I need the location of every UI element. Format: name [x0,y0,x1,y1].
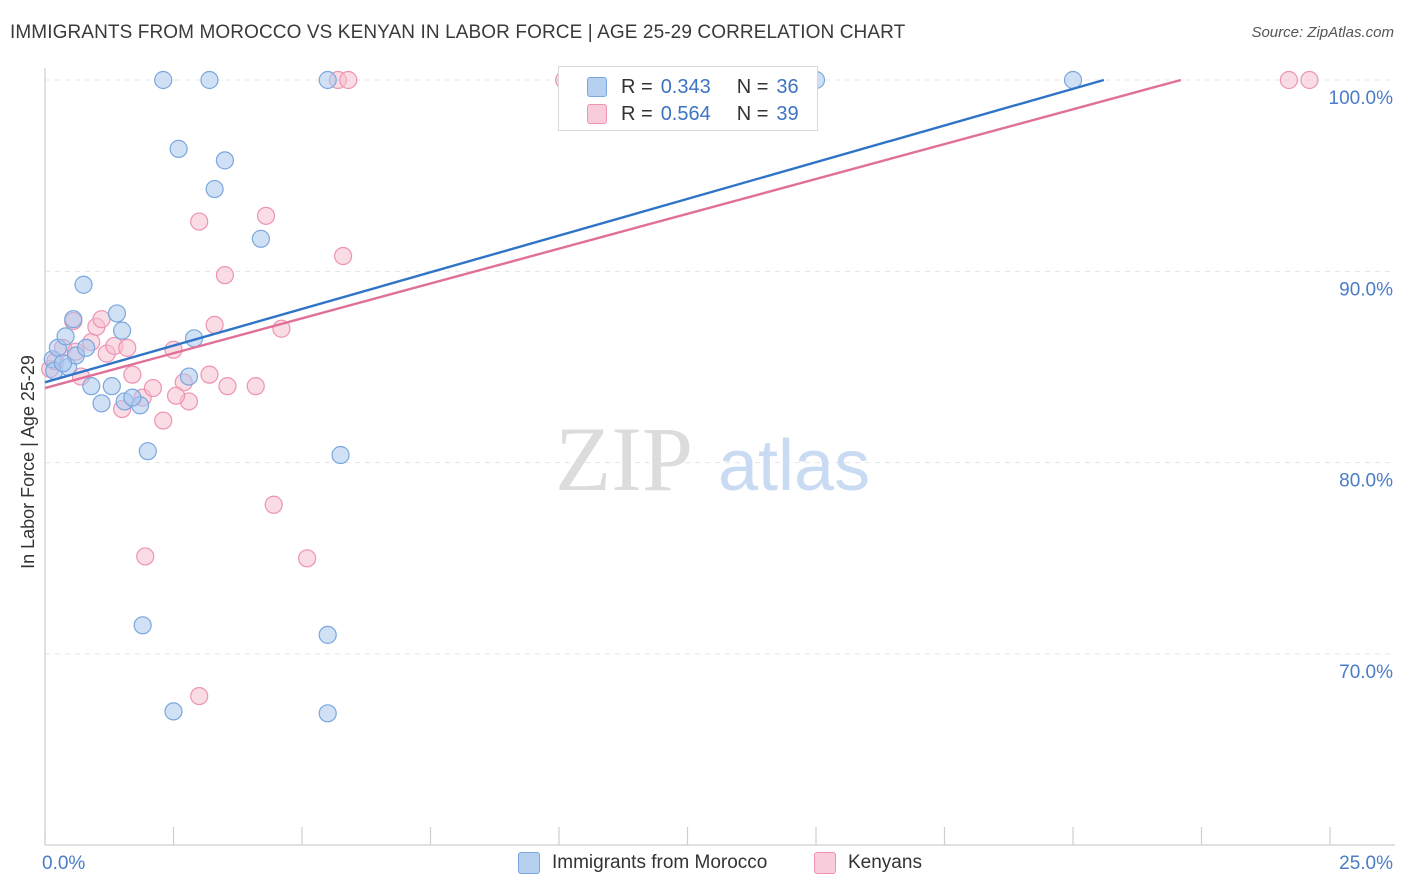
kenyans-point [136,547,155,566]
axis-labels: 100.0% 90.0% 80.0% 70.0% 0.0% 25.0% In Labor F… [18,88,1393,874]
legend-label-kenyans: Kenyans [848,852,922,873]
y-tick-label: 80.0% [1339,471,1393,492]
kenyans-point [298,549,317,568]
kenyans-point [118,338,137,357]
morocco-point [154,70,173,90]
morocco-points [43,70,1083,723]
morocco-point [82,377,101,396]
kenyans-point [205,315,224,335]
morocco-point [74,275,93,294]
watermark-atlas: atlas [718,426,870,506]
morocco-point [107,304,127,323]
grid-lines [45,79,1395,655]
legend-n-label: N = [736,102,769,125]
source-label: Source: ZipAtlas.com [1251,24,1394,41]
legend-swatch-pink [587,104,607,124]
morocco-point [164,702,183,721]
kenyans-point [256,206,276,225]
y-tick-label: 100.0% [1329,88,1394,109]
watermark-zip: ZIP [555,408,693,510]
x-tick-label: 25.0% [1339,853,1393,874]
kenyans-point [218,377,237,396]
y-axis-label: In Labor Force | Age 25-29 [18,355,38,569]
kenyans-point [339,70,358,90]
morocco-point [205,179,224,199]
kenyans-point [190,212,209,231]
legend-swatch-blue [518,852,540,874]
kenyans-point [92,310,111,329]
watermark: ZIP atlas [555,408,870,510]
kenyans-point [143,378,163,398]
morocco-point [64,310,83,329]
series-legend: Immigrants from Morocco Kenyans [0,852,1406,878]
morocco-point [53,354,73,373]
morocco-point [200,70,219,90]
morocco-point [102,377,121,396]
morocco-point [133,616,152,635]
y-tick-label: 70.0% [1339,662,1393,683]
legend-swatch-blue [587,77,607,97]
kenyans-point [246,377,265,396]
morocco-point [251,229,270,248]
legend-r-label: R = [621,102,653,125]
legend-r-label: R = [621,75,653,98]
kenyans-point [264,495,283,514]
legend-item-morocco[interactable]: Immigrants from Morocco [518,852,767,874]
kenyans-point [200,365,219,384]
morocco-point [169,139,188,158]
morocco-point [318,70,337,90]
kenyans-point [1300,70,1319,90]
chart-title: IMMIGRANTS FROM MOROCCO VS KENYAN IN LAB… [10,22,906,43]
y-tick-label: 90.0% [1339,279,1393,300]
correlation-legend: R = 0.343 N = 36 R = 0.564 N = 39 [558,66,818,131]
legend-n-value: 39 [776,102,799,125]
kenyans-points [41,70,1319,706]
kenyans-point [1279,70,1298,90]
kenyans-trend-line [44,78,1182,390]
legend-r-value: 0.564 [660,102,711,125]
kenyans-point [215,266,234,285]
morocco-point [318,704,337,723]
morocco-point [123,388,142,407]
morocco-point [179,367,199,386]
morocco-point [56,327,75,346]
kenyans-point [154,411,173,430]
legend-n-value: 36 [776,75,799,98]
morocco-point [92,394,111,413]
morocco-point [331,445,350,465]
morocco-point [215,151,234,170]
kenyans-point [190,686,209,706]
legend-row-kenyans: R = 0.564 N = 39 [587,102,799,126]
legend-n-label: N = [736,75,769,98]
morocco-point [112,321,132,340]
kenyans-point [123,365,142,384]
morocco-point [318,625,337,644]
legend-row-morocco: R = 0.343 N = 36 [587,75,799,99]
axes [44,68,1395,846]
legend-swatch-pink [814,852,836,874]
kenyans-point [166,386,186,405]
legend-label-morocco: Immigrants from Morocco [552,852,768,873]
x-tick-label: 0.0% [42,853,85,874]
kenyans-point [334,246,353,266]
legend-r-value: 0.343 [660,75,711,98]
morocco-point [77,338,96,357]
morocco-point [138,442,157,461]
trend-lines [44,78,1182,390]
morocco-trend-line [44,78,1105,384]
legend-item-kenyans[interactable]: Kenyans [814,852,922,874]
